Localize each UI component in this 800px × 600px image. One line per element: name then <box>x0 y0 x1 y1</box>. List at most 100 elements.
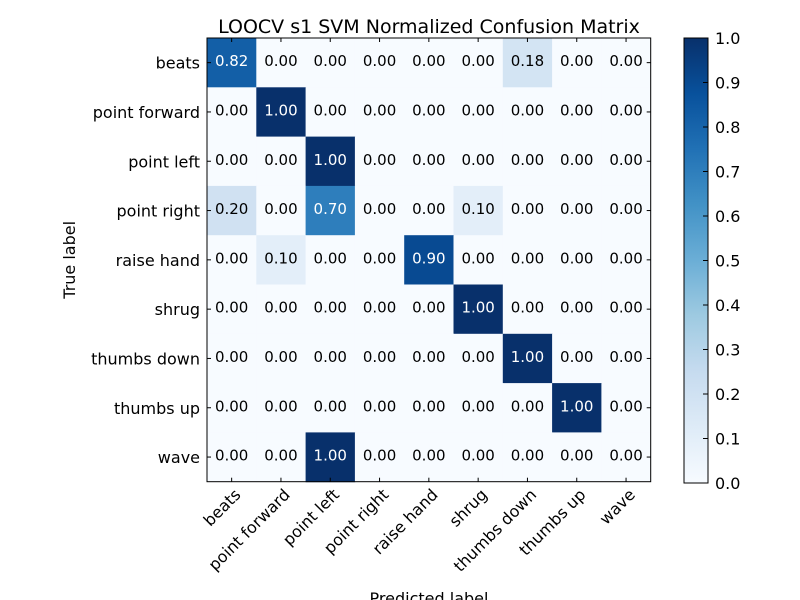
matrix-cell-label: 0.00 <box>363 52 396 70</box>
matrix-cell <box>256 383 307 433</box>
matrix-cell <box>502 38 553 88</box>
colorbar-tick-label: 0.1 <box>715 430 740 449</box>
matrix-cell <box>207 235 257 285</box>
matrix-cell-label: 0.00 <box>511 101 544 119</box>
matrix-cell-label: 0.82 <box>215 52 248 70</box>
matrix-cell <box>305 38 356 88</box>
matrix-cell <box>453 333 504 384</box>
matrix-cell <box>354 235 405 285</box>
matrix-cell <box>552 284 602 335</box>
matrix-cell-label: 0.00 <box>412 151 445 169</box>
matrix-cell-label: 0.00 <box>412 101 445 119</box>
matrix-cell-label: 0.00 <box>314 348 347 366</box>
matrix-cell <box>502 136 553 187</box>
matrix-cell <box>207 38 257 88</box>
matrix-cell <box>256 38 307 88</box>
matrix-cell-label: 0.00 <box>609 447 642 465</box>
matrix-cell <box>601 235 652 285</box>
matrix-cell-label: 0.00 <box>363 151 396 169</box>
matrix-cell-label: 0.00 <box>215 447 248 465</box>
matrix-cell-label: 0.00 <box>314 249 347 267</box>
matrix-cell <box>552 185 602 236</box>
matrix-cell <box>354 185 405 236</box>
colorbar-tick-label: 0.3 <box>715 341 740 360</box>
matrix-cell <box>404 333 454 384</box>
matrix-cell-label: 0.20 <box>215 200 248 218</box>
matrix-cell-label: 0.70 <box>314 200 347 218</box>
matrix-cell-label: 0.00 <box>412 52 445 70</box>
matrix-cell-label: 0.00 <box>609 52 642 70</box>
chart-title: LOOCV s1 SVM Normalized Confusion Matrix <box>218 16 640 38</box>
matrix-cell <box>305 136 356 187</box>
matrix-cell <box>502 432 553 483</box>
matrix-cell-label: 0.00 <box>264 52 297 70</box>
matrix-cell <box>354 333 405 384</box>
matrix-cell <box>404 136 454 187</box>
matrix-cell <box>502 284 553 335</box>
matrix-cell-label: 0.90 <box>412 249 445 267</box>
y-tick-label: shrug <box>155 300 200 319</box>
colorbar-tick-label: 0.0 <box>715 474 740 493</box>
matrix-cell-label: 0.00 <box>609 151 642 169</box>
matrix-cell <box>354 432 405 483</box>
matrix-cell-label: 0.00 <box>264 151 297 169</box>
x-axis-label: Predicted label <box>370 589 489 600</box>
matrix-cell-label: 0.00 <box>461 52 494 70</box>
matrix-cell <box>256 333 307 384</box>
matrix-cell-label: 0.00 <box>264 200 297 218</box>
matrix-cell-label: 0.00 <box>264 397 297 415</box>
matrix-cell-label: 0.00 <box>215 101 248 119</box>
matrix-cell-label: 0.00 <box>264 299 297 317</box>
matrix-cell <box>256 284 307 335</box>
matrix-cell-label: 0.00 <box>461 397 494 415</box>
matrix-cell <box>453 284 504 335</box>
matrix-cell <box>404 185 454 236</box>
matrix-cell <box>354 284 405 335</box>
matrix-cell-label: 0.00 <box>363 397 396 415</box>
colorbar-tick-label: 0.5 <box>715 252 740 271</box>
matrix-cell-label: 1.00 <box>314 447 347 465</box>
matrix-cell-label: 0.10 <box>264 249 297 267</box>
matrix-cell-label: 0.00 <box>314 52 347 70</box>
x-tick-label: shrug <box>445 485 491 531</box>
matrix-cell <box>552 136 602 187</box>
matrix-cell-label: 0.00 <box>215 151 248 169</box>
matrix-cell-label: 0.00 <box>609 200 642 218</box>
matrix-cell <box>453 136 504 187</box>
matrix-cell-label: 1.00 <box>560 397 593 415</box>
matrix-cell <box>404 432 454 483</box>
matrix-cell-label: 0.00 <box>264 447 297 465</box>
matrix-cell <box>601 185 652 236</box>
matrix-cells <box>207 38 652 483</box>
colorbar-tick-label: 0.9 <box>715 74 740 93</box>
matrix-cell-label: 1.00 <box>461 299 494 317</box>
matrix-cell-label: 0.00 <box>363 447 396 465</box>
matrix-cell <box>453 185 504 236</box>
matrix-cell <box>354 38 405 88</box>
matrix-cell-label: 0.00 <box>609 348 642 366</box>
matrix-cell-label: 0.00 <box>511 151 544 169</box>
matrix-cell <box>404 284 454 335</box>
matrix-cell-label: 0.00 <box>609 249 642 267</box>
matrix-cell <box>502 87 553 138</box>
matrix-cell-label: 0.00 <box>461 101 494 119</box>
matrix-cell <box>207 136 257 187</box>
matrix-cell <box>404 87 454 138</box>
matrix-cell <box>552 432 602 483</box>
matrix-cell <box>207 284 257 335</box>
matrix-cell <box>404 38 454 88</box>
matrix-cell-label: 1.00 <box>511 348 544 366</box>
y-tick-labels: beats point forward point left point right r… <box>91 54 651 467</box>
matrix-cell <box>453 235 504 285</box>
matrix-cell-label: 0.00 <box>511 249 544 267</box>
matrix-cell <box>404 383 454 433</box>
matrix-cell <box>305 432 356 483</box>
matrix-cell-label: 0.00 <box>560 52 593 70</box>
matrix-cell-label: 0.00 <box>461 447 494 465</box>
matrix-cell <box>453 383 504 433</box>
matrix-cell <box>207 185 257 236</box>
matrix-cell <box>453 87 504 138</box>
matrix-cell-label: 0.00 <box>314 397 347 415</box>
y-tick-label: thumbs down <box>91 349 200 368</box>
matrix-cell-label: 0.00 <box>314 299 347 317</box>
